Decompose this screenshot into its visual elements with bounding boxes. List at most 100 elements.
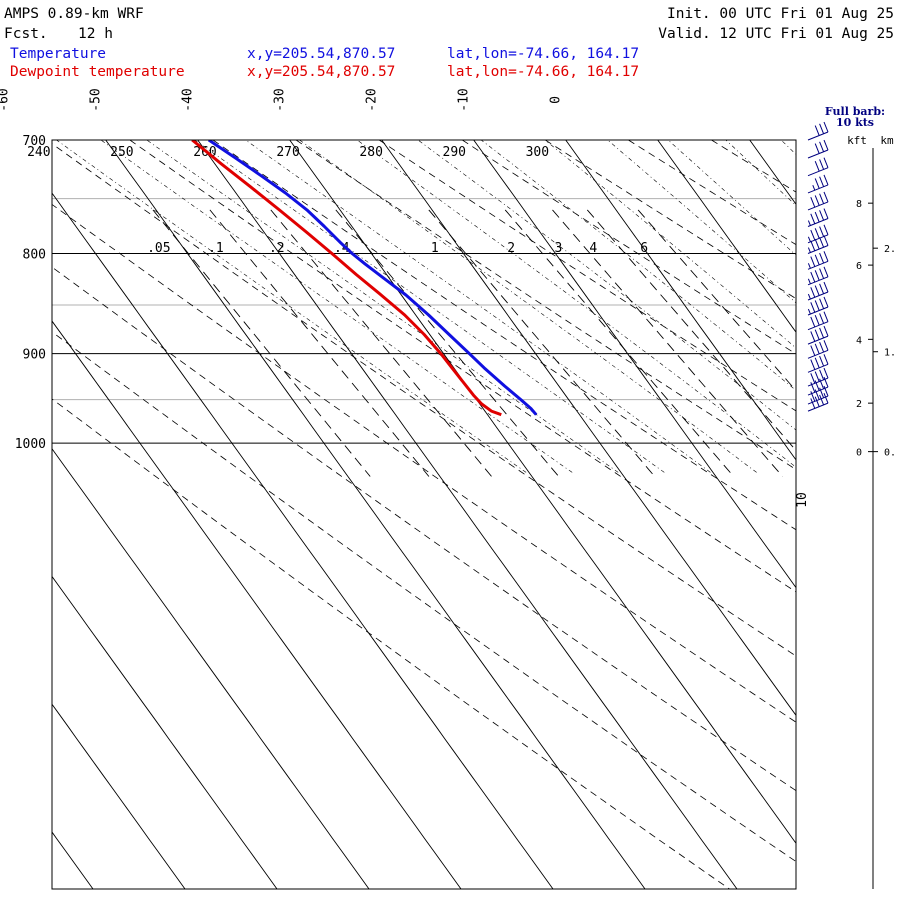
temperature-tick-label: -20	[365, 88, 380, 111]
barb-flag	[823, 340, 829, 351]
isotherm-line	[52, 831, 94, 889]
barb-half	[812, 185, 816, 191]
barb-staff	[807, 306, 829, 316]
legend-temperature-latlon: lat,lon=-74.66, 164.17	[447, 46, 639, 62]
barb-flag	[819, 355, 825, 367]
barb-flag	[810, 229, 816, 241]
barb-flag	[823, 367, 829, 379]
barb-staff	[807, 167, 829, 177]
wind-speed-label: 10	[795, 492, 810, 508]
mixing-ratio-label: .1	[208, 241, 224, 256]
barb-flag	[819, 237, 825, 248]
barb-flag	[819, 298, 825, 309]
mixing-ratio-line	[637, 209, 796, 392]
moist-adiabat-line	[607, 140, 796, 304]
moist-adiabat-line	[245, 140, 711, 473]
barb-staff	[807, 184, 829, 194]
wind-barb	[807, 174, 829, 194]
theta-label: 240	[27, 145, 50, 160]
moist-adiabat-line	[146, 140, 619, 473]
barb-staff	[807, 395, 829, 405]
barb-flag	[823, 235, 829, 246]
mixing-ratio-label: 3	[555, 241, 563, 256]
axis-labels: 7008009001000-70-60-50-40-30-20-10022023…	[0, 88, 648, 452]
barb-flag	[823, 392, 829, 404]
barb-flag	[819, 394, 825, 406]
barb-staff	[807, 291, 829, 301]
wind-barb	[807, 354, 829, 373]
mixing-ratio-label: .4	[334, 241, 350, 256]
theta-label: 280	[359, 145, 382, 160]
isotherm-line	[565, 140, 796, 461]
forecast-hours: 12 h	[78, 26, 113, 42]
barb-flag	[810, 287, 816, 298]
legend-dewpoint-name: Dewpoint temperature	[10, 64, 185, 80]
mixing-ratio-line	[586, 209, 796, 452]
barb-legend-speed: 10 kts	[836, 116, 874, 129]
barb-half	[807, 236, 811, 243]
sounding-traces	[191, 140, 538, 417]
mixing-ratio-line	[428, 209, 656, 477]
barb-staff	[807, 218, 829, 227]
barb-flag	[814, 195, 820, 206]
barb-half	[807, 278, 811, 285]
theta-label: 270	[276, 145, 299, 160]
barb-flag	[819, 193, 825, 204]
dewpoint-trace	[191, 140, 502, 417]
temperature-tick-label: 0	[549, 96, 564, 104]
isotherm-line	[52, 320, 462, 889]
barb-half	[807, 220, 811, 226]
mixing-ratio-line	[270, 209, 492, 477]
dry-adiabat-line	[545, 140, 796, 300]
barb-legend-title: Full barb:	[825, 105, 885, 118]
barb-flag	[819, 378, 825, 390]
legend-temperature-xy: x,y=205.54,870.57	[247, 46, 395, 62]
isotherm-line	[105, 140, 646, 889]
barb-flag	[810, 196, 816, 208]
barb-flag	[810, 398, 816, 409]
temperature-tick-label: -50	[89, 88, 104, 111]
barb-staff	[807, 349, 829, 359]
model-title: AMPS 0.89-km WRF	[4, 6, 144, 22]
km-tick-label: 2.	[884, 244, 896, 255]
moist-adiabat-line	[194, 140, 665, 473]
barb-flag	[810, 345, 816, 356]
barb-flag	[823, 139, 829, 151]
dry-adiabat-line	[295, 140, 796, 470]
barb-flag	[810, 213, 816, 224]
barb-flag	[814, 343, 820, 355]
wind-barb	[807, 121, 829, 141]
barb-staff	[807, 245, 829, 254]
temperature-tick-label: -40	[181, 88, 196, 111]
barb-flag	[819, 327, 825, 339]
wind-barb	[807, 139, 829, 159]
barb-flag	[819, 210, 825, 221]
theta-label: 250	[110, 145, 133, 160]
barb-flag	[814, 371, 820, 382]
temperature-tick-label: -30	[273, 88, 288, 111]
wind-barb	[807, 266, 829, 286]
barb-flag	[814, 254, 820, 265]
km-axis-label: km	[880, 134, 894, 147]
isotherm-line	[473, 140, 796, 589]
wind-barb	[807, 157, 829, 177]
barb-flag	[814, 125, 820, 136]
dry-adiabat-line	[462, 140, 796, 355]
legend-dewpoint-latlon: lat,lon=-74.66, 164.17	[447, 64, 639, 80]
moist-adiabat-line	[780, 140, 796, 155]
kft-tick-label: 2	[856, 399, 862, 410]
barb-flag	[814, 300, 820, 311]
barb-flag	[810, 256, 816, 267]
km-tick-label: 0.	[884, 448, 896, 459]
init-time: Init. 00 UTC Fri 01 Aug 25	[667, 6, 894, 22]
barb-flag	[819, 159, 825, 170]
mixing-ratio-label: 6	[640, 241, 648, 256]
mixing-ratio-label: 1	[431, 241, 439, 256]
wind-barbs: 10	[795, 121, 829, 508]
barb-flag	[823, 174, 829, 186]
barb-staff	[807, 201, 829, 211]
moist-adiabat-line	[417, 140, 796, 431]
wind-barb	[807, 340, 829, 359]
moist-adiabat-line	[56, 140, 527, 473]
